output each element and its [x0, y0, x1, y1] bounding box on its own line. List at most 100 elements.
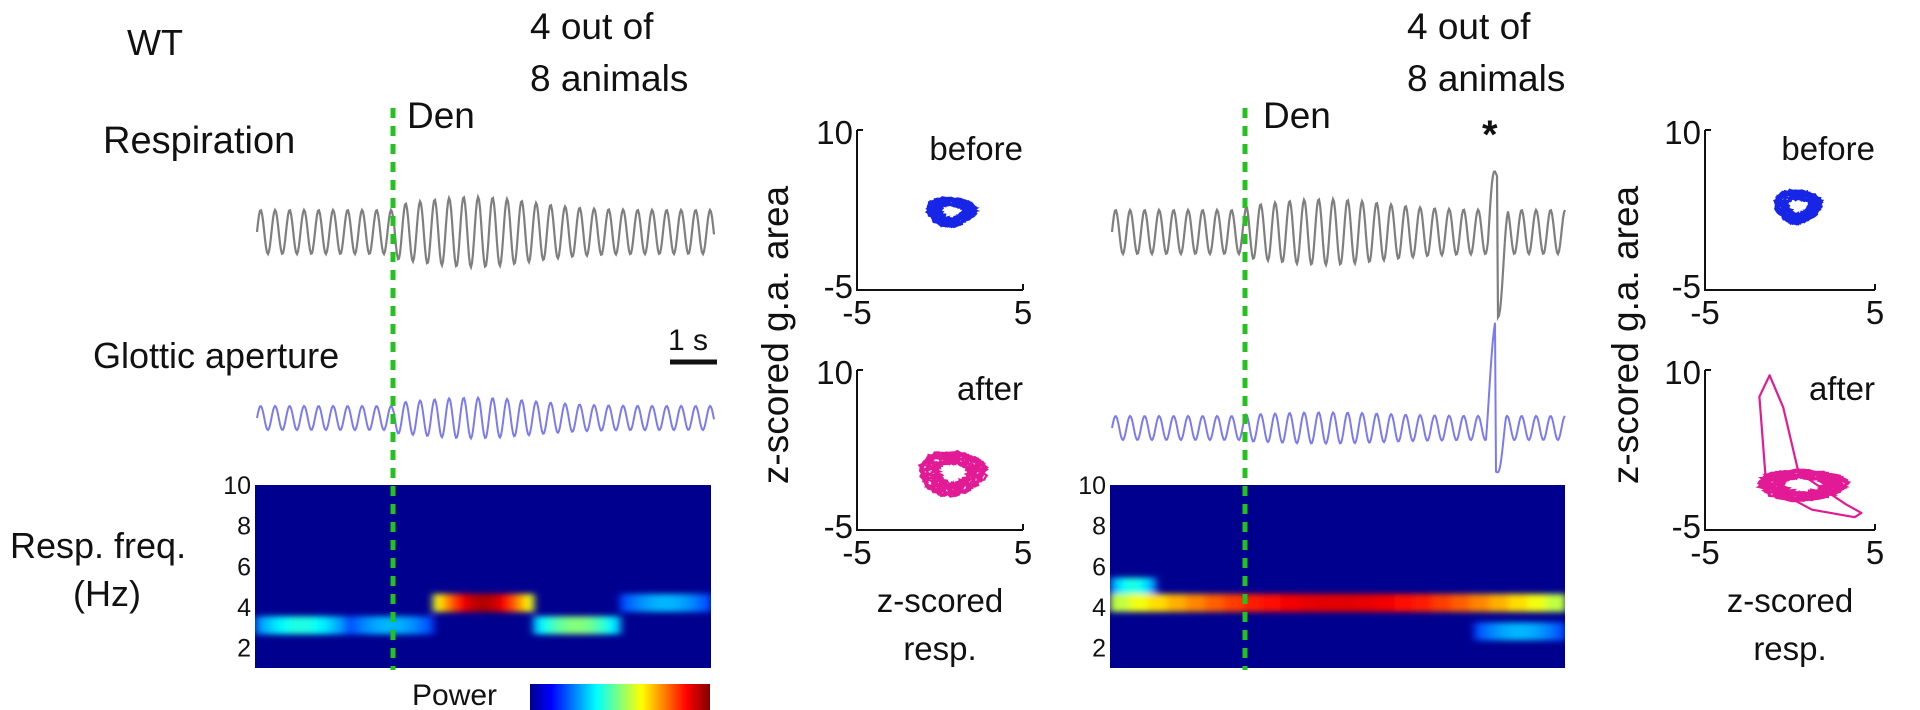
spectrogram-band	[385, 616, 391, 635]
spectrogram-band	[1527, 622, 1532, 641]
spectrogram-band	[312, 616, 317, 635]
loop-y-tick-label: -5	[824, 508, 853, 545]
spectrogram-band	[308, 616, 313, 635]
spectrogram-band	[357, 616, 362, 635]
spectrogram-band	[673, 593, 678, 612]
loop-axes	[856, 370, 1023, 531]
spectrogram-band	[262, 616, 268, 635]
spectrogram-band	[1242, 593, 1263, 612]
spectrogram-band	[587, 616, 592, 635]
spectrogram-band	[650, 593, 655, 612]
spectrogram-band	[338, 616, 344, 635]
spectrogram-band	[1127, 577, 1130, 596]
loop-y-tick-label: -5	[824, 268, 853, 305]
spectrogram-band	[470, 593, 476, 612]
spectrogram-band	[1115, 577, 1119, 596]
spectrogram-band	[478, 593, 484, 612]
spectrogram-band	[635, 593, 640, 612]
spectrogram-band	[1489, 593, 1510, 612]
spectrogram-band	[414, 616, 420, 635]
spectrogram-band	[323, 616, 329, 635]
loop-x-tick-label: -5	[842, 534, 871, 571]
spectrogram-band	[1140, 577, 1144, 596]
spectrogram-band	[1557, 622, 1563, 641]
scale-bar-label: 1 s	[668, 324, 708, 357]
spectrogram-band	[403, 616, 409, 635]
spectrogram-band	[353, 616, 359, 635]
spectrogram-band	[547, 616, 553, 635]
spectrogram-band	[1123, 577, 1127, 596]
spectrogram-band	[1538, 622, 1544, 641]
loop-xlabel-line2: resp.	[1753, 630, 1826, 667]
spectrogram-band	[418, 616, 424, 635]
freq-tick-label: 8	[237, 513, 251, 541]
spectrogram-band	[334, 616, 340, 635]
spectrogram-band	[499, 593, 505, 612]
spectrogram-band	[688, 593, 693, 612]
loop-x-tick-label: 5	[1866, 534, 1884, 571]
spectrogram-panel2	[1110, 485, 1565, 668]
spectrogram-band	[255, 616, 260, 635]
loop-condition-label: after	[1809, 370, 1875, 407]
freq-tick-label: 10	[1078, 472, 1106, 500]
spectrogram-band	[300, 616, 306, 635]
spectrogram-band	[638, 593, 644, 612]
spectrogram-band	[429, 616, 434, 635]
animal-count-line1-panel1: 4 out of	[530, 6, 654, 47]
spectrogram-band	[562, 616, 567, 635]
spectrogram-band	[540, 616, 545, 635]
spectrogram-band	[422, 616, 427, 635]
spectrogram-band	[1485, 622, 1491, 641]
resp-freq-label-line2: (Hz)	[73, 573, 141, 614]
spectrogram-band	[346, 616, 351, 635]
freq-tick-label: 10	[223, 472, 251, 500]
spectrogram-band	[304, 616, 310, 635]
loop-trajectory	[917, 449, 989, 498]
spectrogram-band	[462, 593, 468, 612]
loop-x-tick-label: -5	[1690, 534, 1719, 571]
spectrogram-band	[1553, 622, 1559, 641]
spectrogram-band	[594, 616, 600, 635]
spectrogram-band	[289, 616, 294, 635]
spectrogram-band	[605, 616, 610, 635]
spectrogram-band	[569, 616, 574, 635]
respiration-trace-panel1	[255, 193, 716, 271]
spectrogram-band	[1470, 593, 1491, 612]
spectrogram-band	[342, 616, 348, 635]
freq-tick-label: 8	[1092, 513, 1106, 541]
spectrogram-band	[466, 593, 472, 612]
spectrogram-band	[642, 593, 648, 612]
spectrogram-band	[590, 616, 596, 635]
spectrogram-band	[327, 616, 332, 635]
spectrogram-band	[487, 593, 493, 612]
spectrogram-band	[1527, 593, 1548, 612]
spectrogram-band	[1504, 622, 1510, 641]
spectrogram-band	[1130, 577, 1134, 596]
spectrogram-band	[1128, 577, 1132, 596]
spectrogram-band	[1394, 593, 1415, 612]
spectrogram-band	[474, 593, 480, 612]
spectrogram-band	[491, 593, 497, 612]
spectrogram-band	[400, 616, 405, 635]
spectrogram-band	[378, 616, 384, 635]
freq-tick-label: 6	[237, 553, 251, 581]
loop-trajectory	[1772, 188, 1825, 226]
glottic-trace-panel1	[256, 395, 715, 441]
spectrogram-band	[281, 616, 287, 635]
spectrogram-band	[1121, 577, 1125, 596]
spectrogram-band	[360, 616, 366, 635]
spectrogram-band	[1413, 593, 1434, 612]
spectrogram-band	[258, 616, 264, 635]
spectrogram-band	[608, 616, 614, 635]
spectrogram-band	[646, 593, 652, 612]
spectrogram-band	[1496, 622, 1502, 641]
resp-freq-label-line1: Resp. freq.	[10, 525, 186, 566]
spectrogram-band	[598, 616, 603, 635]
spectrogram-band	[1451, 593, 1472, 612]
spectrogram-band	[270, 616, 275, 635]
spectrogram-band	[692, 593, 697, 612]
spectrogram-band	[512, 593, 518, 612]
loop-xlabel-line2: resp.	[903, 630, 976, 667]
loop-x-tick-label: 5	[1014, 534, 1032, 571]
